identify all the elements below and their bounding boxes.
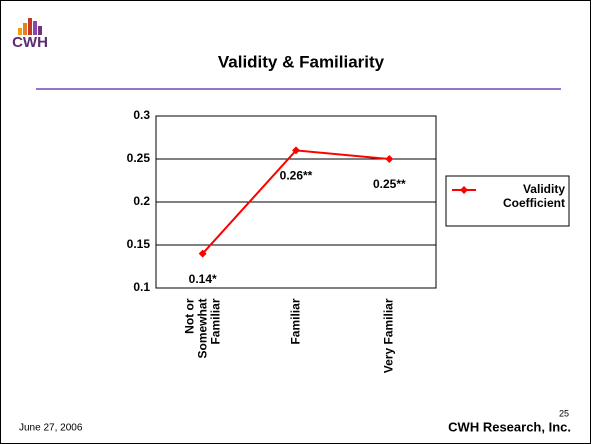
legend-box <box>445 175 570 227</box>
data-point <box>385 155 394 163</box>
footer-date: June 27, 2006 <box>19 423 83 434</box>
y-tick-label: 0.15 <box>127 237 151 251</box>
chart-title: Validity & Familiarity <box>218 52 385 71</box>
y-tick-label: 0.1 <box>133 280 150 294</box>
data-label: 0.26** <box>280 169 313 183</box>
data-label: 0.25** <box>373 177 406 191</box>
data-label: 0.14* <box>189 272 217 286</box>
x-tick-label: Familiar <box>288 298 303 345</box>
logo-icon <box>18 18 42 35</box>
y-tick-label: 0.3 <box>133 108 150 122</box>
data-point <box>198 249 207 258</box>
legend-marker <box>460 186 468 194</box>
y-tick-label: 0.25 <box>127 151 151 165</box>
footer-company: CWH Research, Inc. <box>448 419 571 434</box>
logo-text: CWH <box>12 34 48 51</box>
x-tick-label: Very Familiar <box>381 298 396 373</box>
data-point <box>292 146 300 155</box>
x-tick-label: Not or Somewhat Familiar <box>182 298 223 359</box>
page-number: 25 <box>559 408 569 418</box>
legend-label: Validity Coefficient <box>502 182 565 210</box>
y-tick-label: 0.2 <box>133 194 150 208</box>
